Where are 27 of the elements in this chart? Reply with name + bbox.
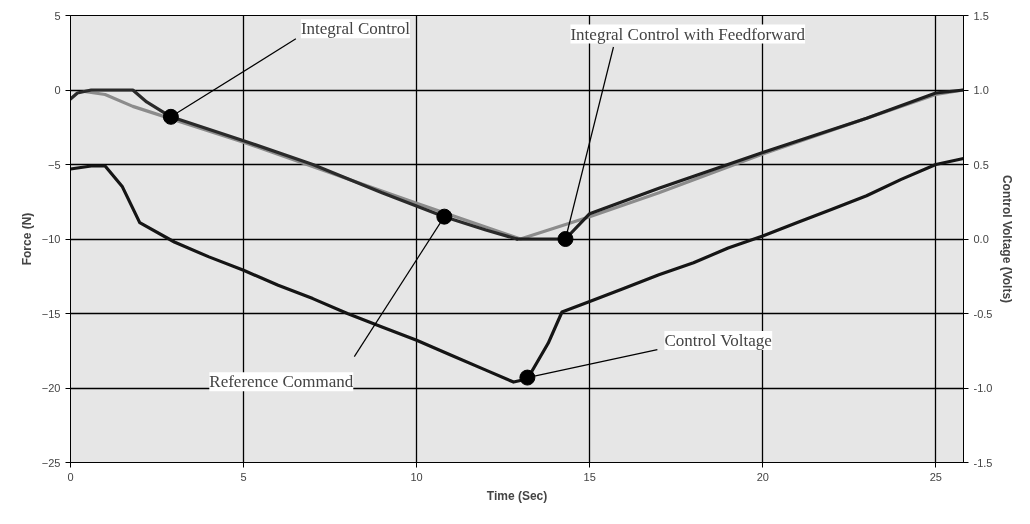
y-tick-label: 5 <box>54 9 61 22</box>
x-tick-label: 5 <box>240 470 247 483</box>
y2-tick-label: -1.0 <box>973 382 993 394</box>
annotation: Integral Control <box>300 19 411 39</box>
y2-tick-label: 1.5 <box>973 9 989 22</box>
y2-axis-title: Control Voltage (Volts) <box>1000 174 1015 304</box>
y2-tick-label: 0.0 <box>973 233 989 245</box>
y2-tick-label: 0.5 <box>973 158 989 171</box>
x-tick-label: 25 <box>929 470 942 483</box>
y-tick-label: −25 <box>41 456 61 469</box>
y-tick-label: −10 <box>41 233 61 245</box>
y-tick-label: −5 <box>47 158 61 171</box>
y-axis-title: Force (N) <box>19 212 34 266</box>
y-tick-label: −20 <box>41 382 61 394</box>
x-tick-label: 0 <box>67 470 74 483</box>
annotation: Control Voltage <box>664 331 772 351</box>
annotation: Integral Control with Feedforward <box>570 24 806 44</box>
annotation: Reference Command <box>209 372 354 392</box>
y2-tick-label: 1.0 <box>973 84 989 96</box>
y2-tick-label: -0.5 <box>973 307 993 320</box>
x-tick-label: 20 <box>756 470 769 483</box>
x-tick-label: 15 <box>583 470 596 483</box>
x-axis-title: Time (Sec) <box>486 488 548 503</box>
y2-tick-label: -1.5 <box>973 456 993 469</box>
x-tick-label: 10 <box>410 470 423 483</box>
y-tick-label: 0 <box>54 84 61 96</box>
y-tick-label: −15 <box>41 307 61 320</box>
